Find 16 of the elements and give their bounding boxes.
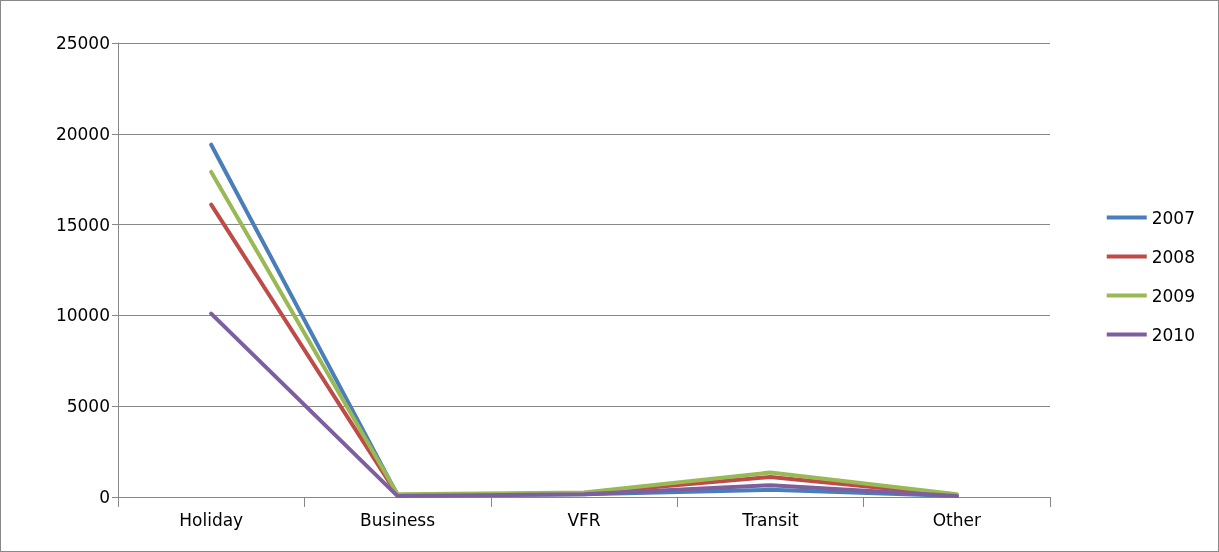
x-tick-label: Holiday [179, 509, 244, 530]
y-tick-label: 15000 [55, 214, 110, 235]
legend-label: 2008 [1151, 246, 1195, 267]
y-tick-label: 5000 [66, 396, 110, 417]
x-tick-label: Transit [741, 509, 799, 530]
legend-label: 2010 [1151, 324, 1195, 345]
x-tick-label: Business [360, 509, 436, 530]
y-tick-label: 25000 [55, 33, 110, 53]
x-tick-label: Other [932, 509, 981, 530]
y-tick-label: 0 [99, 487, 110, 507]
line-series [209, 311, 959, 499]
legend-label: 2009 [1151, 285, 1195, 306]
y-tick-label: 20000 [55, 123, 110, 144]
y-tick-label: 10000 [55, 305, 110, 326]
x-tick-label: VFR [567, 509, 601, 530]
legend-label: 2007 [1151, 207, 1195, 228]
